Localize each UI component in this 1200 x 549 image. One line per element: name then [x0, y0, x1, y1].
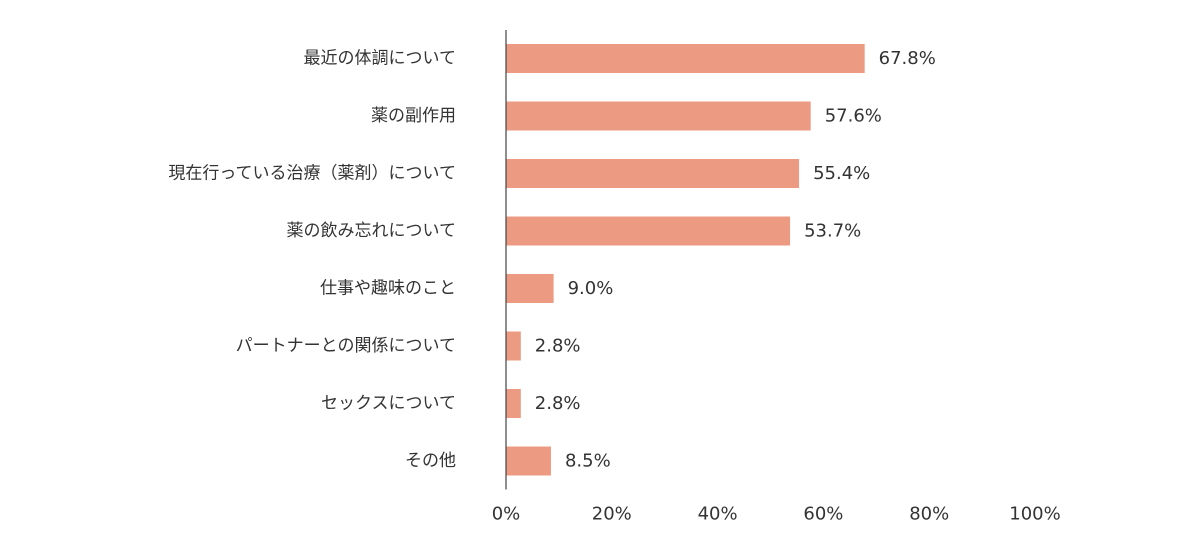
- bar: [506, 389, 521, 418]
- category-labels-group: 最近の体調について薬の副作用現在行っている治療（薬剤）について薬の飲み忘れについ…: [168, 49, 456, 472]
- bar: [506, 274, 554, 303]
- x-tick-label: 100%: [1009, 504, 1060, 525]
- category-label: 薬の副作用: [371, 106, 456, 126]
- category-label: その他: [405, 451, 456, 471]
- value-label: 2.8%: [535, 336, 581, 357]
- value-label: 9.0%: [568, 278, 614, 299]
- value-label: 55.4%: [813, 163, 870, 184]
- bar: [506, 331, 521, 361]
- bar: [506, 216, 791, 246]
- bar: [506, 446, 551, 476]
- bar: [506, 159, 800, 188]
- x-tick-label: 80%: [909, 504, 949, 525]
- bars-group: [506, 44, 865, 476]
- value-label: 53.7%: [804, 221, 861, 242]
- value-label: 8.5%: [565, 451, 611, 472]
- x-tick-labels-group: 0% 20% 40% 60% 80% 100%: [492, 504, 1061, 525]
- bar: [506, 101, 811, 131]
- category-label: パートナーとの関係について: [236, 336, 456, 356]
- x-tick-label: 40%: [698, 504, 738, 525]
- category-label: 仕事や趣味のこと: [320, 279, 456, 299]
- bar: [506, 44, 865, 73]
- value-label: 67.8%: [879, 48, 936, 69]
- x-tick-label: 20%: [592, 504, 632, 525]
- category-label: 現在行っている治療（薬剤）について: [168, 164, 456, 184]
- x-tick-label: 60%: [803, 504, 843, 525]
- category-label: 薬の飲み忘れについて: [287, 221, 457, 241]
- value-label: 57.6%: [825, 106, 882, 127]
- x-tick-label: 0%: [492, 504, 521, 525]
- value-label: 2.8%: [535, 393, 581, 414]
- value-labels-group: 67.8% 57.6% 55.4% 53.7% 9.0% 2.8% 2.8% 8.5%: [535, 48, 936, 472]
- category-label: 最近の体調について: [304, 49, 457, 69]
- category-label: セックスについて: [321, 394, 456, 414]
